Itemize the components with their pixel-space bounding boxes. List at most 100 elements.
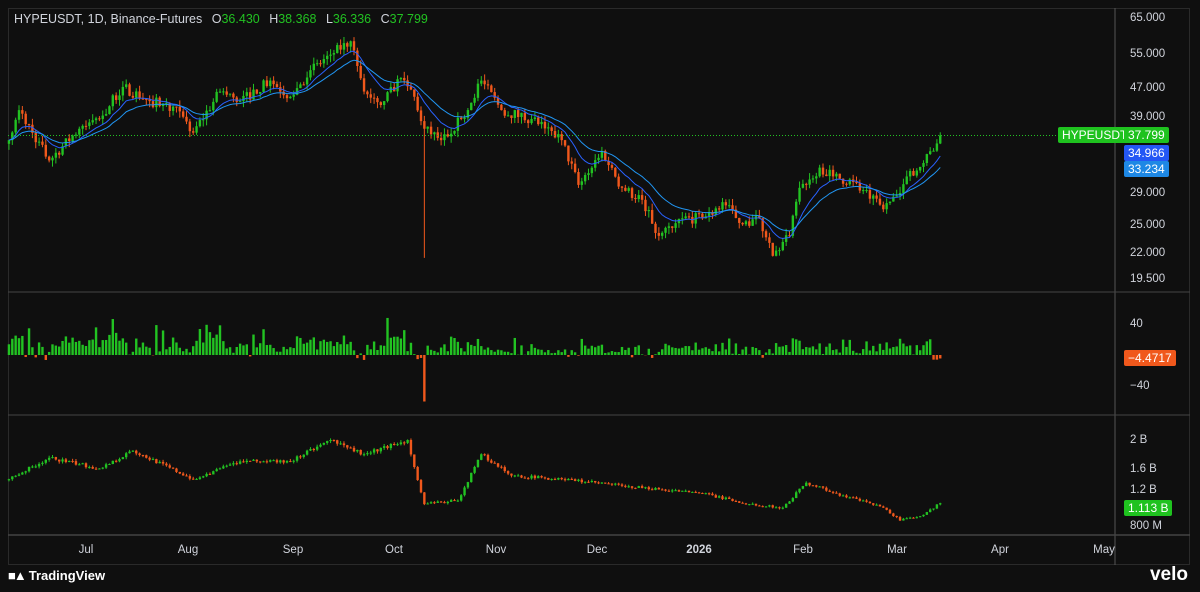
oscillator-bar bbox=[898, 338, 902, 355]
oi-candle bbox=[185, 475, 188, 477]
oscillator-bar bbox=[463, 351, 466, 355]
oi-candle bbox=[121, 457, 125, 460]
oi-candle bbox=[376, 449, 379, 452]
oscillator-bar bbox=[426, 345, 429, 355]
oscillator-bar bbox=[908, 345, 912, 355]
oi-candle bbox=[594, 480, 597, 483]
oi-candle bbox=[309, 449, 312, 451]
price-candle bbox=[148, 99, 151, 102]
tradingview-logo[interactable]: ■▲ TradingView bbox=[8, 568, 105, 583]
price-candle bbox=[34, 132, 37, 143]
price-candle bbox=[587, 173, 590, 176]
oscillator-bar bbox=[583, 345, 587, 355]
time-axis-label: Dec bbox=[586, 544, 608, 556]
oscillator-bar bbox=[138, 347, 141, 355]
oi-candle bbox=[98, 468, 101, 470]
price-candle bbox=[885, 203, 888, 210]
oscillator-bar bbox=[88, 340, 91, 355]
oi-candle bbox=[252, 459, 255, 461]
price-candle bbox=[125, 84, 128, 87]
oi-candle bbox=[188, 476, 192, 479]
oi-candle bbox=[795, 492, 798, 499]
oi-candle bbox=[17, 474, 21, 476]
price-candle bbox=[205, 110, 208, 120]
oi-candle bbox=[831, 491, 835, 493]
price-candle bbox=[403, 77, 406, 81]
oscillator-bar bbox=[125, 342, 128, 355]
price-candle bbox=[376, 98, 379, 103]
oi-candle bbox=[423, 492, 426, 505]
symbol-legend: HYPEUSDT, 1D, Binance-Futures O36.430 H3… bbox=[14, 12, 428, 26]
price-candle bbox=[540, 121, 543, 125]
oscillator-bar bbox=[376, 349, 379, 355]
oi-candle bbox=[918, 516, 922, 518]
oi-candle bbox=[91, 467, 94, 469]
price-candle bbox=[714, 208, 717, 215]
oscillator-bar bbox=[754, 348, 758, 355]
oi-candle bbox=[151, 459, 155, 461]
oscillator-bar bbox=[902, 343, 905, 355]
price-candle bbox=[516, 110, 520, 118]
price-candle bbox=[684, 216, 687, 219]
oi-candle bbox=[44, 459, 47, 463]
oscillator-bar bbox=[714, 344, 717, 355]
oi-candle bbox=[148, 457, 151, 460]
oscillator-bar bbox=[630, 355, 634, 358]
oscillator-bar bbox=[600, 344, 604, 355]
oi-candle bbox=[192, 478, 195, 480]
oi-candle bbox=[533, 475, 537, 479]
price-candle bbox=[647, 210, 650, 212]
oscillator-bar bbox=[697, 349, 701, 355]
oscillator-bar bbox=[858, 353, 862, 355]
oscillator-bar bbox=[895, 346, 898, 355]
oi-candle bbox=[888, 509, 892, 514]
oscillator-bar bbox=[171, 337, 175, 355]
oi-candle bbox=[614, 483, 617, 485]
price-candle bbox=[664, 227, 667, 233]
oi-candle bbox=[245, 460, 248, 463]
price-candle bbox=[922, 163, 925, 167]
oi-candle bbox=[644, 487, 647, 489]
price-candle bbox=[218, 91, 222, 93]
price-candle bbox=[71, 135, 74, 141]
oi-candle bbox=[728, 497, 731, 499]
oi-candle bbox=[687, 490, 691, 493]
oscillator-bar bbox=[238, 343, 242, 355]
oi-candle bbox=[359, 449, 362, 455]
oscillator-bar bbox=[761, 355, 764, 358]
price-candle bbox=[423, 121, 426, 129]
price-candle bbox=[496, 97, 500, 105]
oi-candle bbox=[205, 473, 208, 477]
oscillator-bar bbox=[44, 355, 47, 360]
price-candle bbox=[94, 118, 98, 121]
oi-candle bbox=[155, 459, 158, 464]
oscillator-bar bbox=[228, 347, 232, 355]
oi-candle bbox=[912, 517, 915, 519]
open-value: 36.430 bbox=[221, 12, 260, 26]
oi-candle bbox=[332, 440, 336, 441]
oi-candle bbox=[835, 492, 838, 494]
oi-candle bbox=[694, 491, 697, 493]
oscillator-bar bbox=[527, 351, 530, 355]
oscillator-bar bbox=[202, 342, 205, 355]
oscillator-bar bbox=[131, 351, 135, 355]
oi-candle bbox=[771, 505, 774, 508]
oscillator-bar bbox=[362, 355, 366, 360]
price-candle bbox=[312, 63, 315, 71]
oi-candle bbox=[222, 466, 225, 469]
oscillator-bar bbox=[161, 330, 165, 355]
oscillator-bar bbox=[409, 342, 413, 355]
price-candle bbox=[456, 117, 460, 131]
oi-candle bbox=[908, 517, 912, 519]
oscillator-bar bbox=[389, 337, 393, 355]
oi-candle bbox=[597, 482, 600, 484]
price-candle bbox=[446, 134, 449, 137]
oi-candle bbox=[627, 486, 630, 488]
oscillator-bar bbox=[58, 346, 61, 355]
price-candle bbox=[741, 222, 744, 225]
low-value: 36.336 bbox=[332, 12, 372, 26]
oi-candle bbox=[208, 473, 212, 475]
price-candle bbox=[178, 106, 181, 112]
oscillator-bar bbox=[232, 352, 235, 355]
